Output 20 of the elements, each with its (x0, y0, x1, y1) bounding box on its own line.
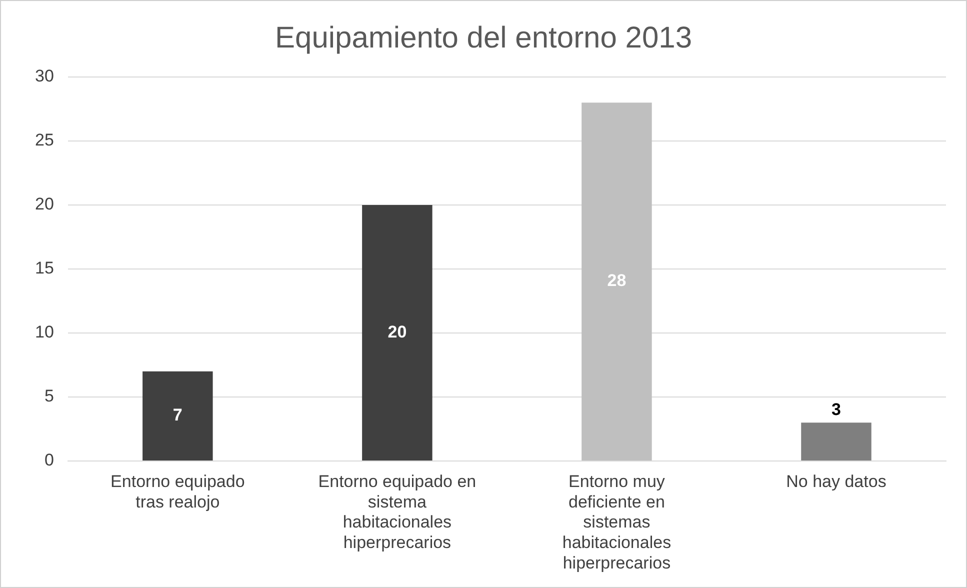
y-tick-label: 30 (34, 66, 54, 86)
y-tick-label: 0 (44, 450, 54, 470)
x-tick-label: No hay datos (786, 472, 886, 491)
data-label: 20 (388, 322, 407, 342)
data-label: 3 (832, 400, 841, 419)
bar (362, 205, 432, 460)
data-label: 28 (607, 271, 626, 290)
bar (582, 102, 652, 460)
y-tick-label: 5 (44, 386, 54, 406)
y-tick-label: 10 (34, 322, 54, 342)
y-tick-label: 15 (34, 258, 54, 278)
bar (801, 422, 872, 460)
chart-title: Equipamiento del entorno 2013 (275, 21, 692, 54)
data-label: 7 (172, 406, 182, 425)
y-tick-label: 20 (34, 194, 54, 214)
bar (142, 371, 213, 460)
x-tick-label: Entorno equipado tras realojo (110, 472, 245, 512)
x-tick-label: Entorno equipado en sistema habitacionales hiperprecarios (318, 472, 476, 552)
y-tick-label: 25 (34, 130, 54, 150)
x-tick-label: Entorno muy deficiente en sistemas habitacionales hiperprecarios (562, 472, 672, 572)
